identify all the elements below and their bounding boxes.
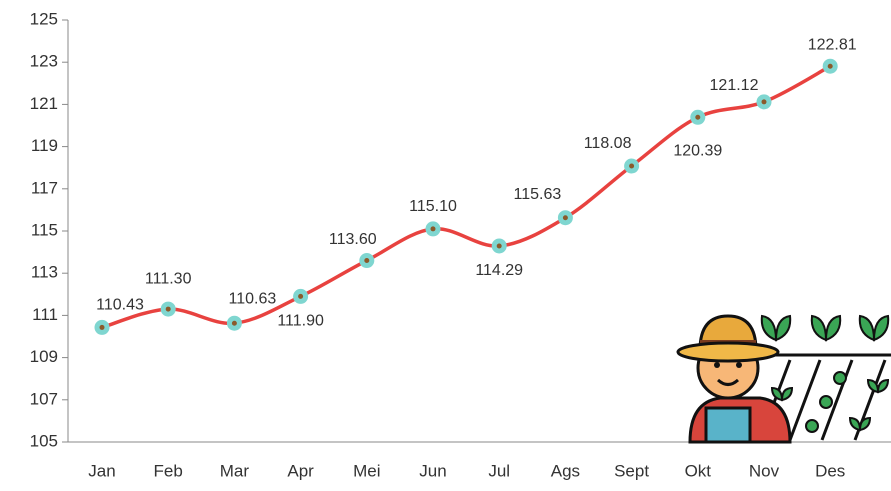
y-tick-label: 123	[30, 52, 58, 71]
point-center	[232, 321, 237, 326]
x-tick-label: Jun	[419, 461, 446, 480]
data-label: 115.10	[409, 198, 457, 215]
x-tick-label: Jul	[488, 461, 510, 480]
data-label: 113.60	[329, 231, 377, 248]
x-tick-label: Apr	[287, 461, 314, 480]
point-center	[762, 99, 767, 104]
data-label: 115.63	[514, 186, 562, 203]
x-tick-label: Sept	[614, 461, 649, 480]
x-tick-label: Mei	[353, 461, 380, 480]
point-center	[364, 258, 369, 263]
data-label: 111.90	[277, 313, 324, 330]
point-center	[298, 294, 303, 299]
point-center	[828, 64, 833, 69]
y-tick-label: 121	[30, 94, 58, 113]
x-tick-label: Okt	[685, 461, 712, 480]
y-tick-label: 115	[31, 220, 58, 239]
y-tick-label: 107	[30, 389, 58, 408]
y-tick-label: 105	[30, 431, 58, 450]
y-tick-label: 125	[30, 9, 58, 28]
data-label: 111.30	[145, 270, 192, 287]
data-label: 118.08	[584, 135, 632, 152]
y-tick-label: 111	[32, 305, 58, 324]
data-label: 121.12	[710, 77, 759, 94]
point-center	[431, 226, 436, 231]
data-label: 110.43	[96, 297, 144, 314]
data-label: 114.29	[475, 262, 523, 279]
y-tick-label: 119	[31, 136, 58, 155]
y-tick-label: 109	[30, 347, 58, 366]
point-center	[695, 115, 700, 120]
farmer-illustration	[678, 316, 891, 442]
chart: 110.43111.30 110.63111.90 113.60 115.10 114.…	[0, 0, 891, 486]
y-tick-label: 117	[31, 178, 58, 197]
x-tick-label: Mar	[220, 461, 250, 480]
data-label: 122.81	[808, 36, 857, 53]
point-center	[166, 307, 171, 312]
point-center	[100, 325, 105, 330]
x-tick-label: Nov	[749, 461, 780, 480]
x-tick-label: Des	[815, 461, 845, 480]
x-tick-label: Jan	[88, 461, 115, 480]
x-tick-label: Ags	[551, 461, 580, 480]
y-tick-label: 113	[31, 263, 58, 282]
data-label: 120.39	[673, 142, 722, 159]
series-line	[102, 66, 830, 327]
point-center	[563, 215, 568, 220]
page: {"chart_data": {"type": "line", "categor…	[0, 0, 891, 486]
point-center	[497, 243, 502, 248]
data-label: 110.63	[229, 290, 277, 307]
point-center	[629, 164, 634, 169]
x-tick-label: Feb	[154, 461, 183, 480]
